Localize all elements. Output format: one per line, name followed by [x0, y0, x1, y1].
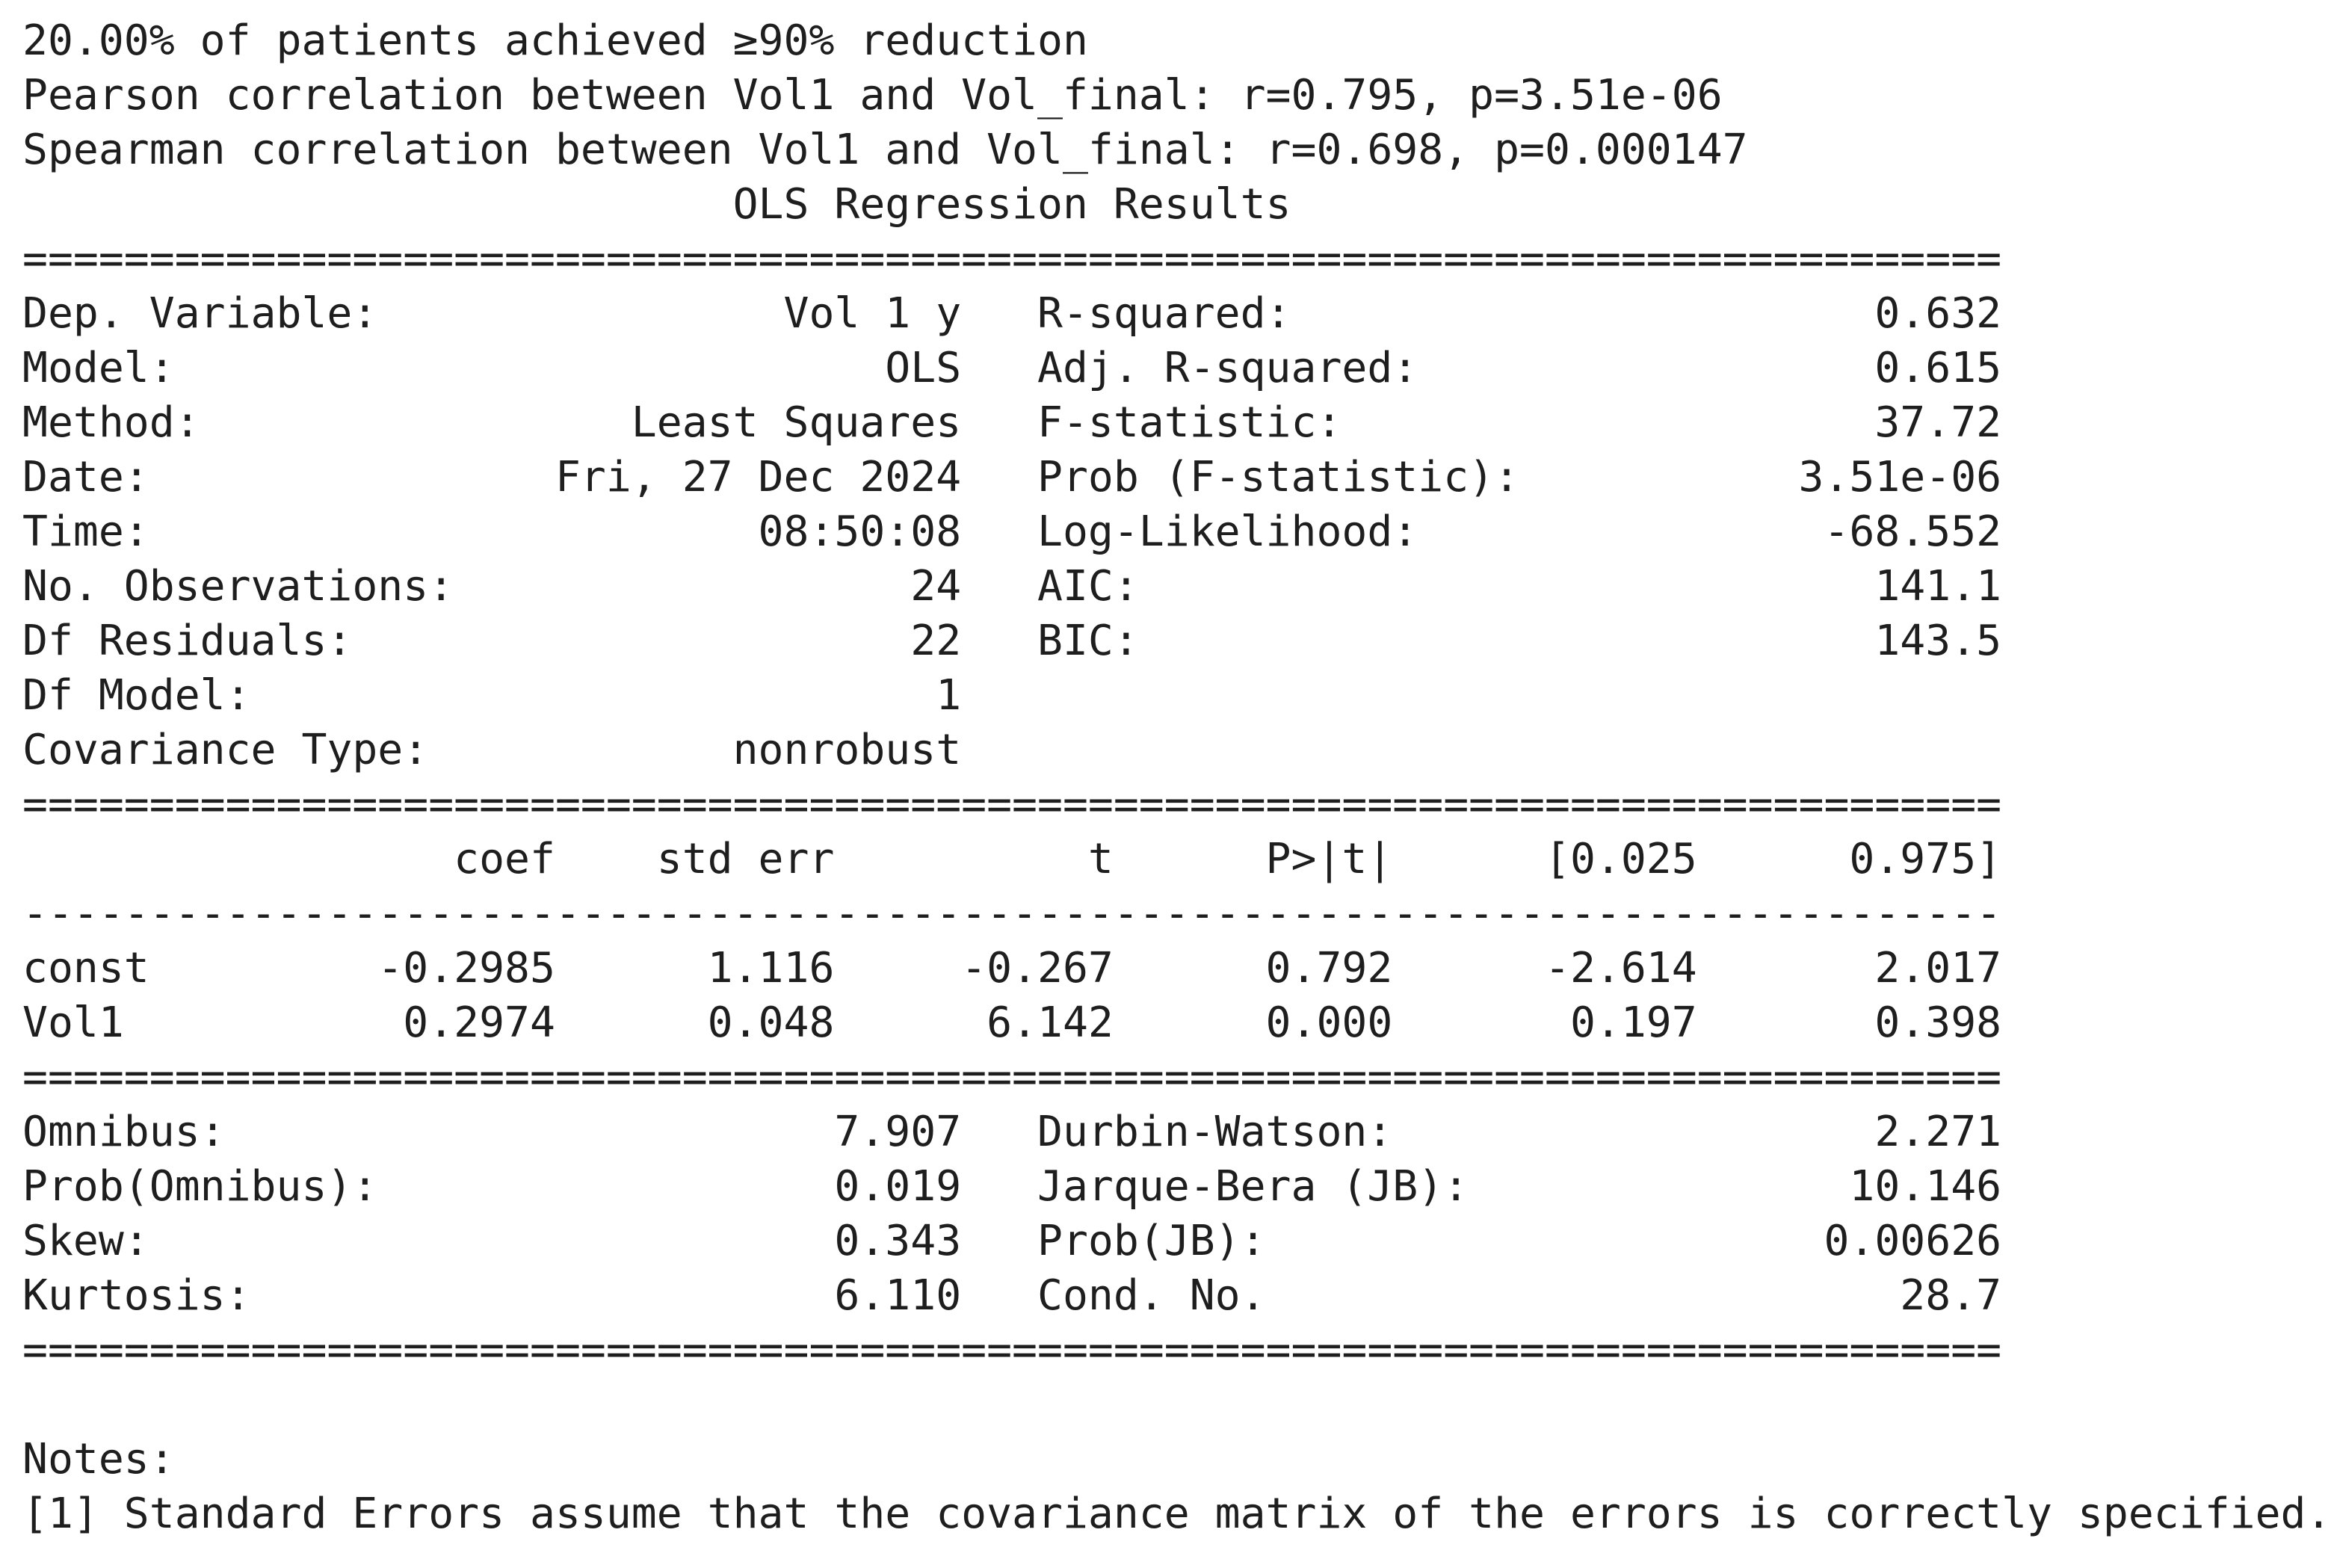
coef-row: const -0.2985 1.116 -0.267 0.792 -2.614 …	[22, 944, 2002, 993]
coef-row: Vol1 0.2974 0.048 6.142 0.000 0.197 0.39…	[22, 998, 2002, 1047]
rule-double: ========================================…	[22, 1053, 2002, 1102]
summary-line: 20.00% of patients achieved ≥90% reducti…	[22, 16, 1088, 65]
notes-item: [1] Standard Errors assume that the cova…	[22, 1490, 2331, 1538]
diagnostics-row: Prob(Omnibus): 0.019 Jarque-Bera (JB): 1…	[22, 1162, 2002, 1211]
model-info-row: Time: 08:50:08 Log-Likelihood: -68.552	[22, 507, 2002, 556]
diagnostics-row: Skew: 0.343 Prob(JB): 0.00626	[22, 1217, 2002, 1265]
regression-title: OLS Regression Results	[22, 180, 1291, 229]
model-info-row: No. Observations: 24 AIC: 141.1	[22, 562, 2002, 611]
model-info-row: Df Model: 1	[22, 671, 962, 720]
model-info-row: Date: Fri, 27 Dec 2024 Prob (F-statistic…	[22, 453, 2002, 501]
rule-single: ----------------------------------------…	[22, 889, 2002, 938]
diagnostics-row: Kurtosis: 6.110 Cond. No. 28.7	[22, 1271, 2002, 1320]
rule-double: ========================================…	[22, 235, 2002, 283]
model-info-row: Model: OLS Adj. R-squared: 0.615	[22, 344, 2002, 392]
rule-double: ========================================…	[22, 780, 2002, 829]
model-info-row: Dep. Variable: Vol 1 y R-squared: 0.632	[22, 289, 2002, 338]
summary-line: Spearman correlation between Vol1 and Vo…	[22, 126, 1748, 174]
notes-heading: Notes:	[22, 1435, 175, 1484]
model-info-row: Df Residuals: 22 BIC: 143.5	[22, 617, 2002, 665]
diagnostics-row: Omnibus: 7.907 Durbin-Watson: 2.271	[22, 1108, 2002, 1156]
console-output: 20.00% of patients achieved ≥90% reducti…	[22, 13, 2331, 1541]
coef-header: coef std err t P>|t| [0.025 0.975]	[22, 835, 2002, 883]
summary-line: Pearson correlation between Vol1 and Vol…	[22, 71, 1723, 120]
blank-line	[22, 1377, 2324, 1432]
rule-double: ========================================…	[22, 1326, 2002, 1374]
model-info-row: Method: Least Squares F-statistic: 37.72	[22, 398, 2002, 447]
model-info-row: Covariance Type: nonrobust	[22, 726, 962, 774]
